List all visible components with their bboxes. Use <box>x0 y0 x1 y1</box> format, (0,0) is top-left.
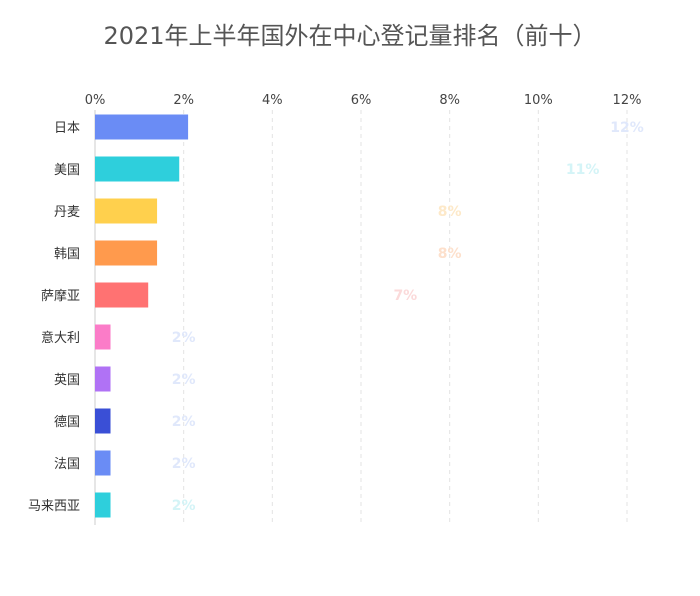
bar <box>95 450 111 476</box>
x-tick-label: 8% <box>439 93 460 108</box>
bar <box>95 408 111 434</box>
category-label: 日本 <box>54 121 80 136</box>
category-label: 德国 <box>54 415 80 430</box>
bars <box>95 114 189 518</box>
data-label: 2% <box>172 456 196 472</box>
x-tick-label: 2% <box>173 93 194 108</box>
bar <box>95 240 158 266</box>
category-label: 意大利 <box>41 330 80 346</box>
bar <box>95 114 189 140</box>
grid-lines <box>183 110 628 525</box>
category-label: 法国 <box>54 457 80 472</box>
data-label: 2% <box>172 372 196 388</box>
x-tick-label: 4% <box>262 93 283 108</box>
bar <box>95 156 180 182</box>
x-tick-label: 0% <box>85 93 106 108</box>
bar <box>95 324 111 350</box>
category-label: 马来西亚 <box>28 499 80 514</box>
category-label: 英国 <box>54 373 80 388</box>
data-label: 2% <box>172 498 196 514</box>
category-label: 美国 <box>54 163 80 178</box>
bar <box>95 282 149 308</box>
chart-title: 2021年上半年国外在中心登记量排名（前十） <box>103 22 597 50</box>
data-label: 12% <box>610 120 644 136</box>
data-label: 8% <box>438 246 462 262</box>
bar <box>95 492 111 518</box>
x-tick-label: 12% <box>613 93 642 108</box>
category-label: 萨摩亚 <box>41 288 80 304</box>
category-label: 韩国 <box>54 247 80 262</box>
data-label: 2% <box>172 330 196 346</box>
x-tick-label: 10% <box>524 93 553 108</box>
labels: 12% 11% 8% 8% 7% 2% 2% 2% 2% 2% <box>172 120 644 514</box>
data-label: 8% <box>438 204 462 220</box>
bar <box>95 366 111 392</box>
data-label: 11% <box>566 162 600 178</box>
category-label: 丹麦 <box>54 205 80 220</box>
x-tick-label: 6% <box>351 93 372 108</box>
bar <box>95 198 158 224</box>
data-label: 2% <box>172 414 196 430</box>
data-label: 7% <box>393 288 417 304</box>
